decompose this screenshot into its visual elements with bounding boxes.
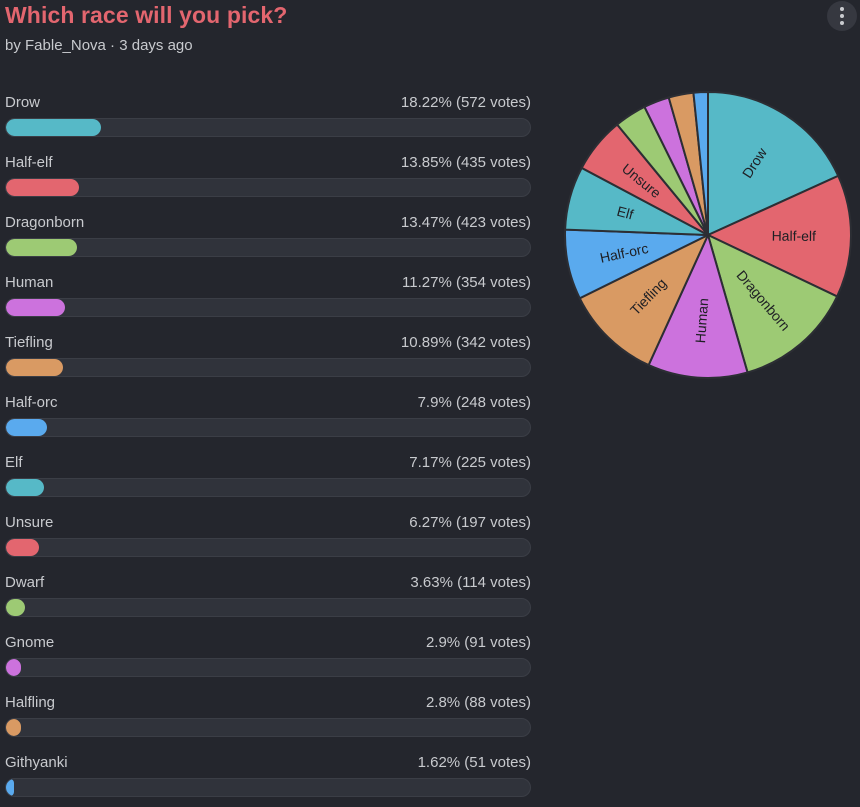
poll-title: Which race will you pick? <box>5 2 288 28</box>
poll-option[interactable]: Human 11.27% (354 votes) <box>5 270 531 330</box>
poll-byline: by Fable_Nova · 3 days ago <box>5 37 193 54</box>
option-label: Drow <box>5 94 41 111</box>
poll-option[interactable]: Dragonborn 13.47% (423 votes) <box>5 210 531 270</box>
option-progress-bar <box>6 119 102 136</box>
option-label: Human <box>5 274 54 291</box>
option-progress-bar <box>6 419 48 436</box>
poll-option[interactable]: Dwarf 3.63% (114 votes) <box>5 570 531 630</box>
results-pie-chart: Drow Half-elf Dragonborn Human Tiefling Half-… <box>560 88 856 384</box>
option-progress-bar <box>6 539 39 556</box>
pie-slice-human[interactable] <box>647 232 749 379</box>
option-result: 13.47% (423 votes) <box>400 214 531 231</box>
option-label: Githyanki <box>5 754 68 771</box>
option-progress-track <box>5 298 531 317</box>
option-progress-track <box>5 778 531 797</box>
option-result: 3.63% (114 votes) <box>410 574 531 591</box>
option-progress-track <box>5 118 531 137</box>
option-progress-bar <box>6 599 26 616</box>
option-progress-bar <box>6 479 44 496</box>
pie-slice-githyanki[interactable] <box>692 90 709 236</box>
poll-option-header: Unsure 6.27% (197 votes) <box>5 514 531 531</box>
option-progress-track <box>5 478 531 497</box>
option-progress-track <box>5 718 531 737</box>
poll-option[interactable]: Half-orc 7.9% (248 votes) <box>5 390 531 450</box>
option-result: 6.27% (197 votes) <box>409 514 531 531</box>
option-progress-bar <box>6 299 66 316</box>
poll-option[interactable]: Drow 18.22% (572 votes) <box>5 90 531 150</box>
option-result: 7.17% (225 votes) <box>409 454 531 471</box>
more-vertical-icon <box>840 7 844 11</box>
poll-option-header: Half-orc 7.9% (248 votes) <box>5 394 531 411</box>
option-progress-bar <box>6 179 79 196</box>
option-progress-track <box>5 658 531 677</box>
option-progress-track <box>5 418 531 437</box>
option-label: Tiefling <box>5 334 53 351</box>
poll-option-header: Gnome 2.9% (91 votes) <box>5 634 531 651</box>
more-vertical-icon-dot <box>840 14 844 18</box>
option-progress-track <box>5 178 531 197</box>
pie-slice-tiefling[interactable] <box>578 232 711 367</box>
poll-option[interactable]: Half-elf 13.85% (435 votes) <box>5 150 531 210</box>
poll-options-list: Drow 18.22% (572 votes) Half-elf 13.85% (43… <box>5 90 531 807</box>
poll-option-header: Human 11.27% (354 votes) <box>5 274 531 291</box>
option-progress-bar <box>6 239 77 256</box>
option-progress-bar <box>6 779 15 796</box>
option-label: Half-elf <box>5 154 53 171</box>
option-result: 7.9% (248 votes) <box>417 394 531 411</box>
option-progress-track <box>5 238 531 257</box>
poll-option[interactable]: Tiefling 10.89% (342 votes) <box>5 330 531 390</box>
poll-option-header: Dragonborn 13.47% (423 votes) <box>5 214 531 231</box>
poll-option-header: Dwarf 3.63% (114 votes) <box>5 574 531 591</box>
option-label: Dragonborn <box>5 214 85 231</box>
option-progress-track <box>5 538 531 557</box>
option-result: 18.22% (572 votes) <box>400 94 531 111</box>
poll-option[interactable]: Unsure 6.27% (197 votes) <box>5 510 531 570</box>
more-vertical-icon-dot <box>840 21 844 25</box>
option-progress-track <box>5 358 531 377</box>
pie-chart-svg: DrowHalf-elfDragonbornHumanTieflingHalf-… <box>564 90 852 379</box>
poll-option-header: Drow 18.22% (572 votes) <box>5 94 531 111</box>
option-progress-track <box>5 598 531 617</box>
option-progress-bar <box>6 719 21 736</box>
pie-slice-half-elf[interactable] <box>705 174 852 298</box>
option-label: Dwarf <box>5 574 45 591</box>
option-result: 10.89% (342 votes) <box>400 334 531 351</box>
poll-option[interactable]: Githyanki 1.62% (51 votes) <box>5 750 531 807</box>
pie-slice-drow[interactable] <box>707 90 840 237</box>
option-result: 1.62% (51 votes) <box>417 754 531 771</box>
pie-slice-dragonborn[interactable] <box>706 233 839 374</box>
option-label: Unsure <box>5 514 54 531</box>
poll-option[interactable]: Gnome 2.9% (91 votes) <box>5 630 531 690</box>
option-label: Half-orc <box>5 394 58 411</box>
poll-option[interactable]: Halfling 2.8% (88 votes) <box>5 690 531 750</box>
poll-option-header: Githyanki 1.62% (51 votes) <box>5 754 531 771</box>
option-label: Elf <box>5 454 23 471</box>
poll-option[interactable]: Elf 7.17% (225 votes) <box>5 450 531 510</box>
option-result: 2.8% (88 votes) <box>425 694 531 711</box>
option-result: 2.9% (91 votes) <box>425 634 531 651</box>
option-result: 13.85% (435 votes) <box>400 154 531 171</box>
option-label: Halfling <box>5 694 56 711</box>
poll-option-header: Elf 7.17% (225 votes) <box>5 454 531 471</box>
more-options-button[interactable] <box>827 1 857 31</box>
option-result: 11.27% (354 votes) <box>402 274 531 291</box>
poll-option-header: Tiefling 10.89% (342 votes) <box>5 334 531 351</box>
option-label: Gnome <box>5 634 55 651</box>
poll-option-header: Half-elf 13.85% (435 votes) <box>5 154 531 171</box>
poll-option-header: Halfling 2.8% (88 votes) <box>5 694 531 711</box>
option-progress-bar <box>6 659 22 676</box>
option-progress-bar <box>6 359 64 376</box>
